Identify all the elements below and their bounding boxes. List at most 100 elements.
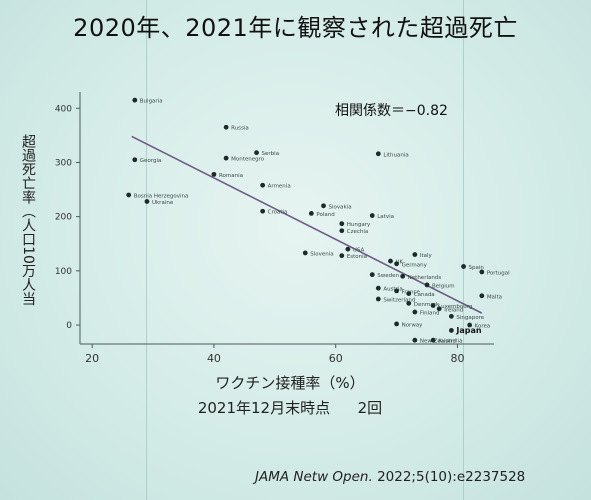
slide-title: 2020年、2021年に観察された超過死亡 <box>73 14 518 42</box>
data-point <box>345 246 351 252</box>
point-label: Spain <box>469 265 485 271</box>
data-point <box>479 293 485 299</box>
data-point <box>448 328 454 333</box>
point-label: Austria <box>383 287 402 293</box>
data-point <box>375 285 381 291</box>
point-label: Malta <box>487 294 502 300</box>
data-point <box>339 253 345 259</box>
data-point <box>406 300 412 306</box>
data-point <box>388 258 393 264</box>
point-label: Portugal <box>487 270 510 276</box>
point-label: Slovenia <box>310 251 333 257</box>
data-point <box>436 306 442 312</box>
point-label: Bosnia Herzegovina <box>134 193 189 199</box>
data-point <box>394 321 399 327</box>
data-point <box>211 171 217 177</box>
data-point <box>302 250 308 256</box>
data-point <box>144 199 150 204</box>
point-label: Hungary <box>347 222 371 228</box>
x-tick-label: 80 <box>450 352 464 365</box>
point-label: Netherlands <box>408 275 442 281</box>
point-label: New Zealand <box>420 339 456 345</box>
point-label: Belgium <box>432 283 455 289</box>
data-point <box>406 291 412 296</box>
data-point <box>375 151 381 157</box>
point-label: Ukraine <box>152 200 174 206</box>
data-point <box>467 322 473 328</box>
point-label: Croatia <box>268 210 288 216</box>
citation-ref: 2022;5(10):e2237528 <box>377 469 526 485</box>
data-point <box>412 309 418 315</box>
point-label: Luxembourg <box>438 304 472 310</box>
data-point <box>126 192 132 198</box>
data-point <box>479 269 485 275</box>
data-point <box>223 124 229 130</box>
point-label: Georgia <box>140 158 162 164</box>
point-label: France <box>402 289 421 295</box>
data-point <box>369 213 375 218</box>
data-point <box>375 296 381 302</box>
point-label: Norway <box>402 322 424 328</box>
x-tick-label: 20 <box>85 352 99 365</box>
point-label: Montenegro <box>231 157 265 163</box>
point-label: Switzerland <box>383 298 415 304</box>
x-axis-sublabel-date: 2021年12月末時点 <box>197 399 331 417</box>
data-point <box>260 208 266 214</box>
data-point <box>132 97 138 103</box>
x-tick-label: 60 <box>329 352 343 365</box>
point-label: Slovakia <box>329 204 352 210</box>
point-label: Russia <box>231 126 249 132</box>
point-label: Denmark <box>414 302 440 308</box>
x-axis-sublabel-dose: 2回 <box>357 399 383 417</box>
point-label: Ireland <box>444 307 463 313</box>
data-point <box>254 150 259 156</box>
data-point <box>430 337 436 343</box>
y-tick-label: 0 <box>66 321 72 331</box>
citation: JAMA Netw Open. 2022;5(10):e2237528 <box>255 469 525 485</box>
point-label: Serbia <box>262 151 280 157</box>
data-point <box>321 203 326 209</box>
point-label: Sweden <box>377 273 399 279</box>
point-label: Finland <box>420 311 440 317</box>
background-line-left <box>146 0 147 500</box>
data-points: Bulgaria Russia Serbia Georgia Montenegro Lit… <box>126 97 510 345</box>
trend-line <box>131 135 483 314</box>
data-point <box>223 155 229 161</box>
point-label: Czechia <box>347 229 369 235</box>
y-tick-label: 300 <box>55 158 72 168</box>
point-label: Estonia <box>347 254 367 260</box>
data-point <box>430 303 436 308</box>
plot-axes: 0 100 200 300 400 20 40 60 80 <box>55 92 494 365</box>
data-point <box>369 272 375 278</box>
y-tick-label: 400 <box>55 104 72 114</box>
data-point <box>400 273 406 279</box>
data-point <box>260 182 266 188</box>
data-point <box>308 210 314 216</box>
point-label: Korea <box>475 324 491 330</box>
data-point <box>448 313 454 319</box>
x-axis-label: ワクチン接種率（%） <box>215 374 365 392</box>
point-label: Canada <box>414 292 435 298</box>
trend-line-group <box>131 135 483 314</box>
y-tick-label: 100 <box>55 267 72 277</box>
data-point <box>132 157 138 163</box>
correlation-label: 相関係数＝−0.82 <box>335 103 448 119</box>
x-axis-sublabel: 2021年12月末時点 2回 <box>175 397 405 418</box>
data-point <box>412 252 418 257</box>
point-label: Latvia <box>377 214 394 220</box>
data-point <box>461 264 466 269</box>
y-tick-label: 200 <box>55 213 72 223</box>
data-point <box>339 221 345 227</box>
citation-journal: JAMA Netw Open. <box>255 469 373 485</box>
point-label: USA <box>353 248 365 254</box>
data-point <box>394 288 399 294</box>
point-label: Italy <box>420 253 433 259</box>
point-label: Poland <box>316 212 334 218</box>
data-point <box>412 337 418 343</box>
data-point <box>339 228 345 234</box>
data-point <box>394 261 399 267</box>
data-point <box>424 282 430 288</box>
point-label: Singapore <box>456 315 484 321</box>
point-label: Armenia <box>268 184 291 190</box>
